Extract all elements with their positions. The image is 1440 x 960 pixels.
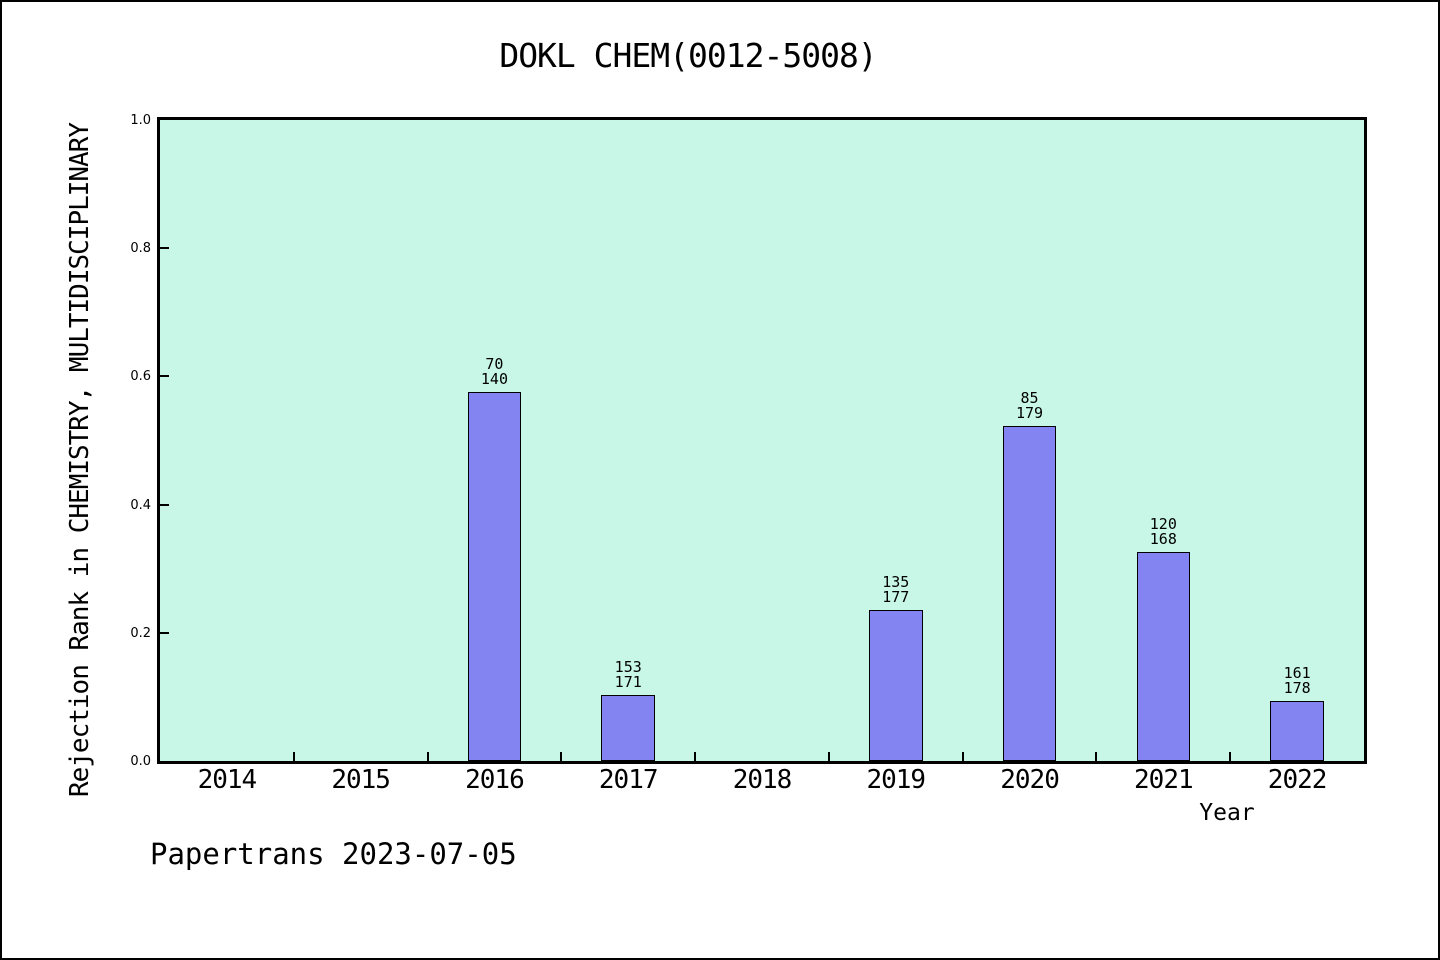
x-tick-label-2016: 2016 xyxy=(465,765,525,795)
bar-value-label-2017: 153 171 xyxy=(614,657,642,691)
y-axis-title: Rejection Rank in CHEMISTRY, MULTIDISCIP… xyxy=(65,122,95,798)
x-tick-label-2020: 2020 xyxy=(1000,765,1060,795)
x-tick-label-2019: 2019 xyxy=(866,765,926,795)
y-tick-label-0.6: 0.6 xyxy=(130,369,151,385)
x-axis-tick xyxy=(292,752,295,761)
x-tick-label-2017: 2017 xyxy=(598,765,659,795)
plot-area: 70 140 153 171 135 177 85 179 120 168 161 178 xyxy=(157,117,1367,764)
bar-2016 xyxy=(467,392,522,761)
y-axis-tick xyxy=(160,375,169,378)
x-tick-label-2021: 2021 xyxy=(1134,765,1194,795)
x-axis-tick xyxy=(1229,752,1232,761)
x-axis-tick xyxy=(560,752,563,761)
bar-2017 xyxy=(601,694,655,761)
x-tick-label-2022: 2022 xyxy=(1267,765,1328,795)
y-tick-label-0.8: 0.8 xyxy=(130,241,151,257)
x-tick-label-2015: 2015 xyxy=(331,765,391,795)
bar-value-label-2022: 161 178 xyxy=(1283,663,1311,697)
x-axis-tick xyxy=(961,752,964,761)
x-axis-tick xyxy=(694,752,697,761)
x-axis-title: Year xyxy=(1199,800,1255,826)
bar-2021 xyxy=(1136,552,1191,761)
y-axis-tick xyxy=(160,247,169,250)
bar-value-label-2019: 135 177 xyxy=(882,572,910,606)
bar-2020 xyxy=(1002,425,1057,761)
y-tick-label-0.4: 0.4 xyxy=(130,497,151,513)
footer-watermark: Papertrans 2023-07-05 xyxy=(150,837,517,871)
chart-title: DOKL CHEM(0012-5008) xyxy=(499,36,877,75)
bar-value-label-2021: 120 168 xyxy=(1149,515,1177,549)
x-axis-tick xyxy=(1095,752,1098,761)
x-tick-label-2014: 2014 xyxy=(197,765,258,795)
x-axis-tick xyxy=(827,752,830,761)
bar-2022 xyxy=(1270,700,1324,761)
bar-2019 xyxy=(869,609,923,761)
x-axis-tick xyxy=(426,752,429,761)
y-tick-label-1.0: 1.0 xyxy=(130,113,151,128)
bar-value-label-2020: 85 179 xyxy=(1016,388,1044,422)
y-tick-label-0.2: 0.2 xyxy=(130,625,151,641)
y-tick-label-0.0: 0.0 xyxy=(130,754,151,769)
bar-value-label-2016: 70 140 xyxy=(480,355,508,389)
y-axis-tick xyxy=(160,631,169,634)
y-axis-tick xyxy=(160,503,169,506)
x-tick-label-2018: 2018 xyxy=(732,765,793,795)
